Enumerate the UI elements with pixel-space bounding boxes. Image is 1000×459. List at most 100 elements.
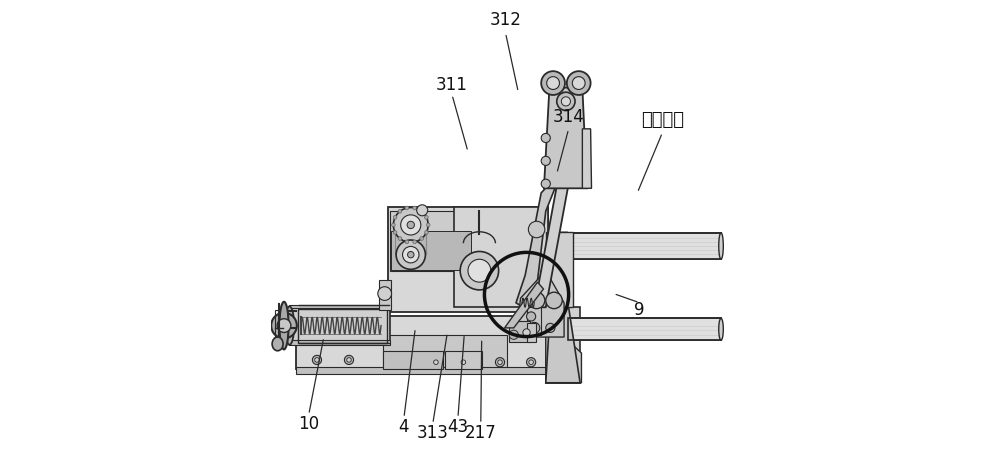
Bar — [388, 207, 548, 312]
Text: 313: 313 — [417, 424, 449, 442]
Circle shape — [393, 230, 397, 234]
Circle shape — [541, 71, 565, 95]
Circle shape — [426, 223, 430, 227]
Circle shape — [425, 216, 428, 219]
Bar — [527, 323, 536, 341]
Text: 10: 10 — [298, 415, 319, 433]
Bar — [298, 308, 387, 343]
Circle shape — [527, 358, 536, 367]
Circle shape — [405, 240, 409, 244]
Polygon shape — [582, 129, 592, 188]
Bar — [568, 318, 721, 340]
Circle shape — [567, 71, 591, 95]
Ellipse shape — [285, 306, 294, 345]
Bar — [546, 232, 573, 307]
Circle shape — [425, 230, 428, 234]
Circle shape — [541, 156, 550, 165]
Bar — [527, 307, 541, 335]
Text: 311: 311 — [436, 76, 468, 95]
Ellipse shape — [279, 302, 289, 349]
Circle shape — [431, 358, 441, 367]
Polygon shape — [546, 307, 580, 383]
Circle shape — [468, 259, 491, 282]
Circle shape — [529, 360, 533, 364]
Polygon shape — [516, 271, 564, 337]
Bar — [275, 309, 286, 341]
Circle shape — [498, 360, 502, 364]
Circle shape — [434, 360, 438, 364]
Ellipse shape — [719, 233, 723, 259]
Text: 4: 4 — [399, 418, 409, 436]
Bar — [568, 233, 721, 259]
Circle shape — [417, 205, 428, 216]
Circle shape — [572, 77, 585, 90]
Polygon shape — [516, 179, 555, 307]
Circle shape — [398, 237, 402, 241]
Circle shape — [459, 358, 468, 367]
Circle shape — [495, 358, 505, 367]
Circle shape — [527, 312, 536, 321]
Bar — [391, 231, 471, 270]
Circle shape — [561, 97, 570, 106]
Circle shape — [460, 252, 499, 290]
Circle shape — [344, 355, 354, 364]
Text: 217: 217 — [465, 424, 497, 442]
Circle shape — [546, 323, 555, 332]
Text: 312: 312 — [490, 11, 521, 29]
Bar — [390, 211, 473, 271]
Bar — [379, 280, 391, 309]
Circle shape — [393, 207, 428, 242]
Circle shape — [347, 358, 351, 362]
Bar — [289, 340, 390, 345]
Circle shape — [392, 223, 395, 227]
Bar — [454, 207, 548, 307]
Polygon shape — [505, 282, 543, 328]
Circle shape — [315, 358, 319, 362]
Circle shape — [378, 287, 392, 301]
Bar — [568, 233, 721, 259]
Circle shape — [401, 215, 421, 235]
Circle shape — [413, 206, 416, 210]
Polygon shape — [544, 88, 587, 188]
Circle shape — [420, 237, 423, 241]
Ellipse shape — [272, 337, 283, 351]
Bar — [289, 307, 390, 341]
Bar — [546, 307, 580, 383]
Circle shape — [528, 221, 545, 238]
Circle shape — [277, 319, 291, 332]
Bar — [395, 225, 426, 254]
Circle shape — [312, 355, 322, 364]
Circle shape — [547, 77, 559, 90]
Circle shape — [408, 252, 414, 258]
Circle shape — [271, 313, 297, 338]
Bar — [383, 335, 507, 369]
Ellipse shape — [719, 318, 723, 340]
Text: 314: 314 — [553, 108, 585, 126]
Bar — [509, 321, 530, 341]
Circle shape — [523, 329, 530, 336]
Circle shape — [420, 209, 423, 213]
Circle shape — [396, 240, 425, 269]
Bar — [445, 351, 482, 369]
Circle shape — [407, 221, 414, 229]
Bar — [289, 305, 390, 308]
Circle shape — [546, 292, 562, 308]
Circle shape — [541, 134, 550, 143]
Circle shape — [541, 179, 550, 188]
Text: 9: 9 — [634, 301, 645, 319]
Circle shape — [557, 92, 575, 111]
Circle shape — [393, 216, 397, 219]
Polygon shape — [546, 232, 581, 383]
Bar — [296, 367, 569, 374]
Bar — [383, 351, 443, 369]
Circle shape — [405, 206, 409, 210]
Text: 43: 43 — [447, 418, 468, 436]
Circle shape — [509, 330, 518, 339]
Text: 上部零件: 上部零件 — [641, 111, 684, 129]
Bar — [296, 316, 569, 369]
Circle shape — [528, 292, 545, 308]
Bar — [568, 318, 721, 340]
Circle shape — [403, 246, 419, 263]
Circle shape — [398, 209, 402, 213]
Polygon shape — [534, 184, 569, 307]
